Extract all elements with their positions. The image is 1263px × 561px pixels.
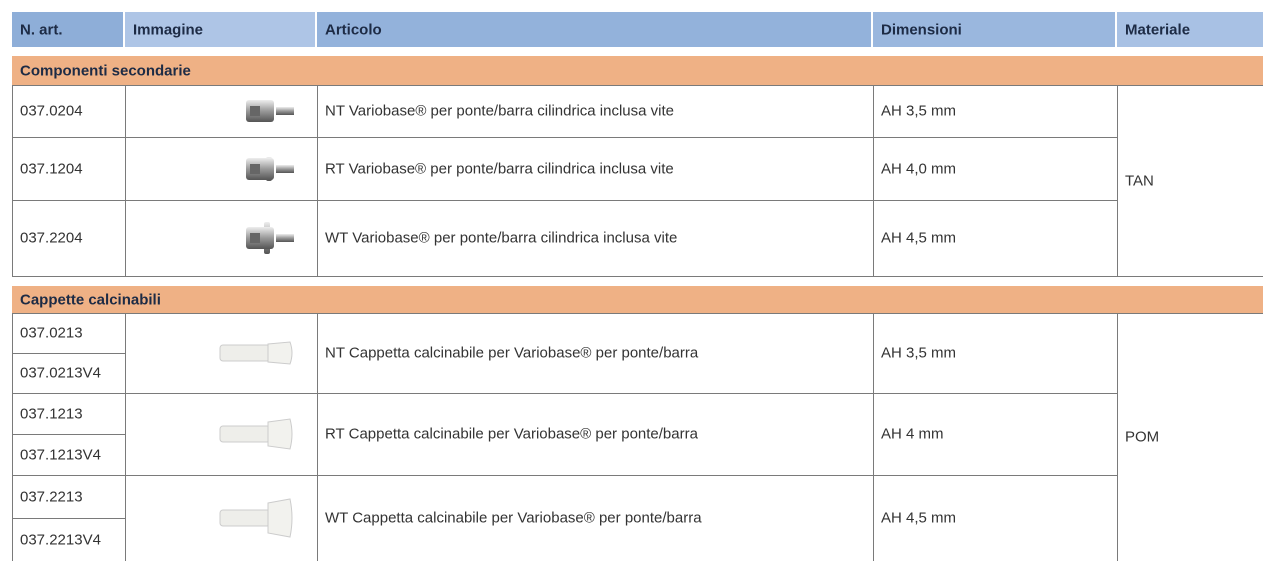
border: [873, 85, 874, 276]
article: WT Variobase® per ponte/barra cilindrica…: [325, 229, 678, 247]
product-image: [246, 156, 294, 181]
product-image: [219, 498, 293, 538]
section-band: [12, 56, 1263, 85]
border: [12, 353, 125, 354]
border: [12, 475, 1117, 476]
material: TAN: [1125, 172, 1154, 189]
section-title: Componenti secondarie: [20, 62, 191, 79]
article: NT Variobase® per ponte/barra cilindrica…: [325, 102, 674, 120]
border: [12, 313, 1263, 314]
border: [12, 276, 1263, 277]
product-image: [246, 222, 294, 254]
border: [12, 137, 1117, 138]
article: RT Variobase® per ponte/barra cilindrica…: [325, 160, 674, 177]
article-number: 037.0213: [20, 324, 83, 342]
article-number: 037.1204: [20, 160, 83, 177]
border: [1117, 313, 1118, 561]
dimension: AH 3,5 mm: [881, 102, 957, 120]
header-text: N. art.: [20, 21, 63, 39]
dimension: AH 4,5 mm: [881, 509, 957, 527]
dimension: AH 4,0 mm: [881, 160, 957, 177]
border: [873, 313, 874, 561]
header-text: Immagine: [133, 21, 204, 39]
border: [317, 313, 318, 561]
header-cell: [317, 12, 871, 47]
product-image: [246, 100, 294, 122]
dimension: AH 4,5 mm: [881, 229, 957, 247]
section-band: [12, 286, 1263, 313]
header-cell: [873, 12, 1115, 47]
border: [317, 85, 318, 276]
product-image: [219, 418, 293, 450]
border: [125, 85, 126, 276]
article-number: 037.1213V4: [20, 446, 101, 463]
section-title: Cappette calcinabili: [20, 291, 161, 308]
article-number: 037.2213: [20, 488, 83, 505]
border: [12, 85, 1263, 86]
border: [12, 434, 125, 435]
border: [12, 518, 125, 519]
border: [12, 393, 1117, 394]
border: [1117, 85, 1118, 276]
header-cell: [12, 12, 123, 47]
header-text: Materiale: [1125, 21, 1191, 39]
header-cell: [125, 12, 315, 47]
article: NT Cappetta calcinabile per Variobase® p…: [325, 344, 699, 362]
product-image: [219, 341, 293, 365]
article-number: 037.1213: [20, 405, 83, 422]
border: [12, 200, 1117, 201]
dimension: AH 4 mm: [881, 425, 944, 443]
header-text: Dimensioni: [881, 21, 962, 39]
article-number: 037.2213V4: [20, 531, 101, 548]
material: POM: [1125, 428, 1160, 446]
header-text: Articolo: [325, 21, 382, 39]
border: [12, 85, 13, 276]
article-number: 037.0213V4: [20, 364, 101, 382]
article: WT Cappetta calcinabile per Variobase® p…: [325, 509, 702, 527]
border: [125, 313, 126, 561]
dimension: AH 3,5 mm: [881, 344, 957, 362]
article-number: 037.0204: [20, 102, 83, 120]
article-number: 037.2204: [20, 229, 83, 247]
article: RT Cappetta calcinabile per Variobase® p…: [325, 425, 698, 443]
border: [12, 313, 13, 561]
header-cell: [1117, 12, 1263, 47]
